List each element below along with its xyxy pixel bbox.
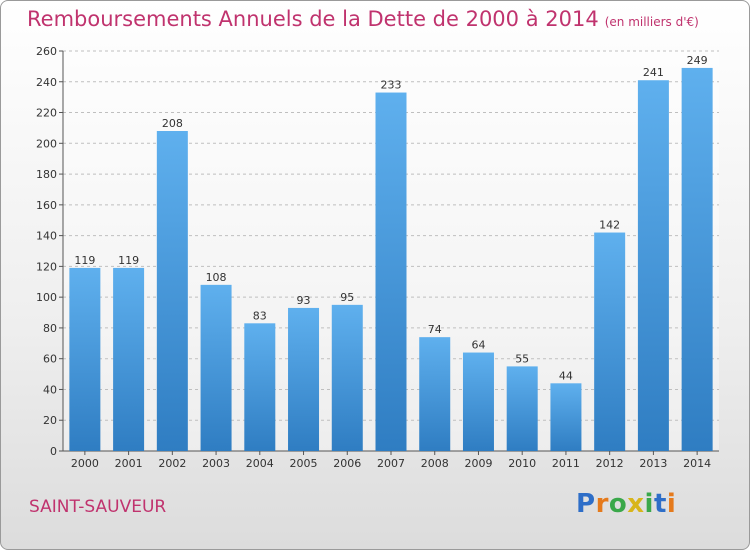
bar	[506, 366, 538, 451]
bar-value-label: 233	[381, 79, 402, 92]
bar-value-label: 44	[559, 369, 573, 382]
logo-letter: P	[576, 489, 596, 519]
x-tick-label: 2003	[202, 457, 230, 470]
bar	[200, 284, 232, 451]
bar-value-label: 241	[643, 66, 664, 79]
x-tick-label: 2007	[377, 457, 405, 470]
x-tick-label: 2011	[552, 457, 580, 470]
y-tick-label: 40	[43, 383, 57, 396]
bar	[462, 352, 494, 451]
proxiti-logo: Proxiti	[576, 489, 676, 519]
x-tick-label: 2010	[508, 457, 536, 470]
x-tick-label: 2012	[596, 457, 624, 470]
bar-value-label: 93	[297, 294, 311, 307]
x-tick-label: 2009	[464, 457, 492, 470]
logo-letter: o	[608, 489, 628, 519]
x-tick-label: 2001	[115, 457, 143, 470]
bar	[113, 267, 145, 451]
x-tick-label: 2002	[158, 457, 186, 470]
y-tick-label: 240	[36, 76, 57, 89]
bar	[156, 131, 188, 451]
bar-value-label: 83	[253, 309, 267, 322]
bar	[594, 232, 626, 451]
y-tick-label: 200	[36, 137, 57, 150]
y-tick-label: 260	[36, 45, 57, 58]
x-tick-label: 2006	[333, 457, 361, 470]
bar	[69, 267, 101, 451]
bar-value-label: 208	[162, 117, 183, 130]
bar	[375, 92, 407, 452]
x-tick-label: 2013	[639, 457, 667, 470]
x-tick-label: 2004	[246, 457, 274, 470]
y-tick-label: 120	[36, 260, 57, 273]
bar	[244, 323, 276, 451]
bar-value-label: 74	[428, 323, 442, 336]
bar	[288, 307, 320, 451]
bar	[419, 337, 451, 451]
x-tick-label: 2000	[71, 457, 99, 470]
logo-letter: r	[595, 489, 609, 519]
y-tick-label: 180	[36, 168, 57, 181]
y-tick-label: 220	[36, 107, 57, 120]
bar	[550, 383, 582, 451]
bar-value-label: 64	[471, 339, 485, 352]
chart-title-text: Remboursements Annuels de la Dette de 20…	[27, 7, 599, 31]
logo-letter: x	[627, 489, 645, 519]
x-tick-label: 2008	[421, 457, 449, 470]
x-tick-label: 2014	[683, 457, 711, 470]
bar-value-label: 119	[118, 254, 139, 267]
y-tick-label: 20	[43, 414, 57, 427]
y-tick-label: 80	[43, 322, 57, 335]
logo-letter: t	[653, 489, 667, 519]
bar-value-label: 108	[206, 271, 227, 284]
x-tick-label: 2005	[290, 457, 318, 470]
logo-letter: i	[644, 489, 654, 519]
y-tick-label: 0	[50, 445, 57, 458]
y-tick-label: 100	[36, 291, 57, 304]
y-tick-label: 60	[43, 353, 57, 366]
bar	[637, 80, 669, 451]
bar-value-label: 249	[687, 54, 708, 67]
bar-value-label: 95	[340, 291, 354, 304]
chart-unit: (en milliers d'€)	[604, 15, 699, 29]
bar	[331, 304, 363, 451]
logo-letter: i	[666, 489, 677, 519]
bar-value-label: 142	[599, 219, 620, 232]
commune-name: SAINT-SAUVEUR	[29, 497, 167, 517]
bar-value-label: 55	[515, 352, 529, 365]
chart-title: Remboursements Annuels de la Dette de 20…	[27, 7, 699, 31]
bar-value-label: 119	[74, 254, 95, 267]
y-tick-label: 160	[36, 199, 57, 212]
bar	[681, 67, 713, 451]
y-tick-label: 140	[36, 230, 57, 243]
